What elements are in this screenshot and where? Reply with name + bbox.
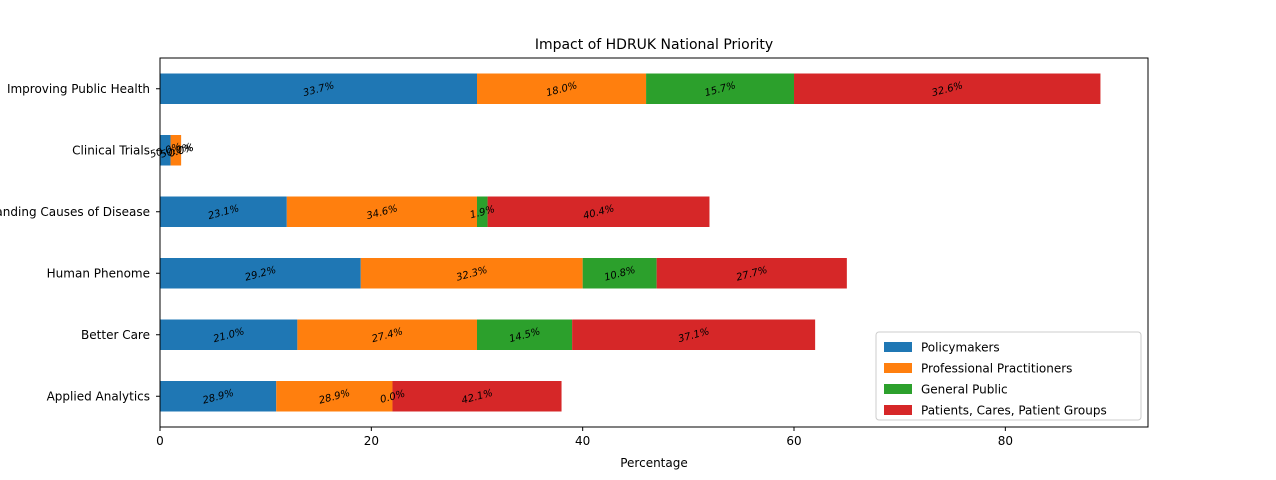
bar-segment: [160, 196, 287, 227]
y-tick-label: Better Care: [81, 328, 150, 342]
legend-swatch: [884, 405, 912, 415]
legend-entry: Policymakers: [921, 341, 1000, 355]
x-tick-label: 40: [575, 434, 590, 448]
legend: Policymakers Professional Practitioners Ge…: [875, 331, 1142, 421]
x-tick-label: 20: [364, 434, 379, 448]
bar-segment: [477, 319, 573, 350]
bar-segment: [160, 258, 361, 289]
x-axis-ticks: 0 20 40 60 80: [156, 427, 1013, 448]
bar-segment: [297, 319, 478, 350]
legend-swatch: [884, 363, 912, 373]
y-tick-label: Improving Public Health: [7, 82, 150, 96]
bar-segment: [286, 196, 478, 227]
chart-title: Impact of HDRUK National Priority: [535, 37, 773, 53]
bar-segment: [392, 381, 562, 412]
x-tick-label: 60: [786, 434, 801, 448]
bar-segment: [170, 135, 182, 166]
legend-swatch: [884, 342, 912, 352]
bar-segment: [160, 319, 298, 350]
bar-segment: [160, 381, 277, 412]
bar-segment: [794, 73, 1101, 104]
bar-segment: [276, 381, 393, 412]
plot-area: [160, 73, 1101, 412]
y-tick-label: Applied Analytics: [47, 389, 150, 403]
bar-segment: [477, 196, 488, 227]
x-tick-label: 0: [156, 434, 164, 448]
plot-frame: [159, 57, 1149, 428]
y-tick-label: Understanding Causes of Disease: [0, 205, 150, 219]
legend-box: [875, 331, 1142, 421]
bar-segment: [572, 319, 816, 350]
legend-entry: Professional Practitioners: [921, 362, 1072, 376]
legend-entry: Patients, Cares, Patient Groups: [921, 404, 1107, 418]
bar-segment: [656, 258, 847, 289]
bar-segment: [160, 73, 478, 104]
bar-segment: [646, 73, 795, 104]
bar-segment: [477, 73, 647, 104]
legend-swatch: [884, 384, 912, 394]
y-axis-ticks: Improving Public Health Clinical Trials Un…: [0, 82, 160, 403]
x-axis-label: Percentage: [620, 456, 688, 470]
segment-labels: 33.7% 18.0% 15.7% 32.6%50.0%50.0%0.0%0.0%23…: [149, 80, 964, 406]
bar-segment: [487, 196, 710, 227]
legend-entry: General Public: [921, 383, 1008, 397]
y-tick-label: Clinical Trials: [72, 143, 150, 157]
bar-segment: [582, 258, 657, 289]
x-tick-label: 80: [998, 434, 1013, 448]
bar-segment: [160, 135, 171, 166]
bar-segment: [360, 258, 583, 289]
y-tick-label: Human Phenome: [47, 266, 150, 280]
